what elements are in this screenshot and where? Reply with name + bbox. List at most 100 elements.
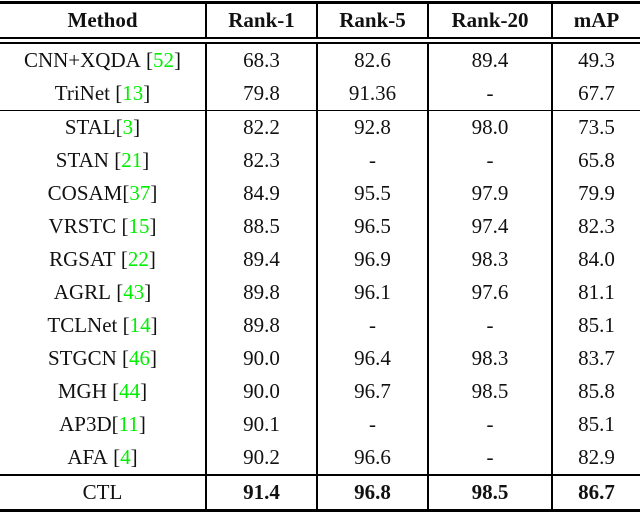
value-cell: 84.0 xyxy=(551,243,640,276)
citation-link[interactable]: 15 xyxy=(128,214,150,238)
value-cell: - xyxy=(427,441,552,475)
value-cell: 90.1 xyxy=(205,408,317,441)
citation-link[interactable]: 4 xyxy=(120,445,131,469)
value-cell: 96.6 xyxy=(316,441,428,475)
citation-close-bracket: ] xyxy=(174,48,182,72)
citation-close-bracket: ] xyxy=(140,379,148,403)
citation-close-bracket: ] xyxy=(150,346,158,370)
citation-open-bracket: [ xyxy=(115,81,123,105)
value-cell: 82.9 xyxy=(551,441,640,475)
table-row: STAL[3] 82.2 92.8 98.0 73.5 xyxy=(0,110,640,144)
table-row: AFA [4] 90.2 96.6-82.9 xyxy=(0,441,640,475)
col-header-rank5: Rank-5 xyxy=(316,2,428,41)
method-cell: RGSAT [22] xyxy=(49,247,156,271)
value-cell: 82.6 xyxy=(316,40,428,77)
method-cell: AFA [4] xyxy=(67,445,138,469)
citation-link[interactable]: 22 xyxy=(127,247,149,271)
value-cell: 79.9 xyxy=(551,177,640,210)
col-header-map: mAP xyxy=(551,2,640,41)
value-cell: 98.3 xyxy=(427,243,552,276)
citation-close-bracket: ] xyxy=(149,214,157,238)
method-cell: STAN [21] xyxy=(55,148,150,172)
value-cell: 96.5 xyxy=(316,210,428,243)
value-cell: 97.9 xyxy=(427,177,552,210)
value-cell: 98.5 xyxy=(427,375,552,408)
value-cell: 89.8 xyxy=(205,276,317,309)
method-cell: VRSTC [15] xyxy=(48,214,157,238)
citation-close-bracket: ] xyxy=(150,313,158,337)
value-cell: 85.1 xyxy=(551,309,640,342)
value-cell: - xyxy=(427,408,552,441)
citation-link[interactable]: 14 xyxy=(129,313,151,337)
citation-link[interactable]: 11 xyxy=(118,412,139,436)
citation-link[interactable]: 44 xyxy=(119,379,141,403)
value-cell: 97.6 xyxy=(427,276,552,309)
method-cell: CTL xyxy=(82,480,123,504)
citation-open-bracket: [ xyxy=(115,115,123,139)
value-cell: - xyxy=(316,144,428,177)
citation-close-bracket: ] xyxy=(148,247,156,271)
value-cell: - xyxy=(316,408,428,441)
citation-close-bracket: ] xyxy=(143,81,151,105)
value-cell: 90.2 xyxy=(205,441,317,475)
value-cell: 79.8 xyxy=(205,77,317,111)
citation-open-bracket: [ xyxy=(122,346,130,370)
col-header-rank1: Rank-1 xyxy=(205,2,317,41)
value-cell: 95.5 xyxy=(316,177,428,210)
value-cell: 85.8 xyxy=(551,375,640,408)
table-row: RGSAT [22] 89.4 96.9 98.3 84.0 xyxy=(0,243,640,276)
method-cell: STAL[3] xyxy=(64,115,141,139)
value-cell: 73.5 xyxy=(551,110,640,144)
citation-link[interactable]: 52 xyxy=(153,48,175,72)
value-cell: 85.1 xyxy=(551,408,640,441)
table-body: CNN+XQDA [52] 68.3 82.6 89.4 49.3 TriNet [13]… xyxy=(0,40,640,511)
citation-open-bracket: [ xyxy=(111,412,119,436)
citation-open-bracket: [ xyxy=(122,181,130,205)
method-cell: AP3D[11] xyxy=(59,412,146,436)
col-header-method: Method xyxy=(67,8,138,32)
citation-close-bracket: ] xyxy=(144,280,152,304)
table-row: STGCN [46] 90.0 96.4 98.3 83.7 xyxy=(0,342,640,375)
method-cell: AGRL [43] xyxy=(53,280,152,304)
value-cell: 67.7 xyxy=(551,77,640,111)
method-cell: TCLNet [14] xyxy=(47,313,158,337)
table-row: COSAM[37] 84.9 95.5 97.9 79.9 xyxy=(0,177,640,210)
method-cell: TriNet [13] xyxy=(54,81,151,105)
table-row: AGRL [43] 89.8 96.1 97.6 81.1 xyxy=(0,276,640,309)
table-row: AP3D[11] 90.1- -85.1 xyxy=(0,408,640,441)
method-cell: COSAM[37] xyxy=(47,181,158,205)
citation-link[interactable]: 21 xyxy=(121,148,143,172)
value-cell: 96.8 xyxy=(316,475,428,511)
value-cell: - xyxy=(427,144,552,177)
value-cell: 82.3 xyxy=(551,210,640,243)
value-cell: 83.7 xyxy=(551,342,640,375)
table-row: TCLNet [14] 89.8- -85.1 xyxy=(0,309,640,342)
method-cell: MGH [44] xyxy=(57,379,148,403)
citation-link[interactable]: 43 xyxy=(123,280,145,304)
value-cell: - xyxy=(427,309,552,342)
citation-link[interactable]: 46 xyxy=(129,346,151,370)
value-cell: 96.7 xyxy=(316,375,428,408)
citation-link[interactable]: 3 xyxy=(122,115,134,139)
value-cell: 49.3 xyxy=(551,40,640,77)
table-row: CTL 91.4 96.8 98.5 86.7 xyxy=(0,475,640,511)
citation-open-bracket: [ xyxy=(122,313,130,337)
table-row: TriNet [13] 79.8 91.36-67.7 xyxy=(0,77,640,111)
value-cell: 90.0 xyxy=(205,375,317,408)
value-cell: - xyxy=(316,309,428,342)
value-cell: 91.4 xyxy=(205,475,317,511)
citation-open-bracket: [ xyxy=(112,379,120,403)
citation-link[interactable]: 37 xyxy=(129,181,151,205)
value-cell: 81.1 xyxy=(551,276,640,309)
value-cell: 98.0 xyxy=(427,110,552,144)
citation-open-bracket: [ xyxy=(116,280,124,304)
citation-open-bracket: [ xyxy=(120,247,128,271)
table-row: CNN+XQDA [52] 68.3 82.6 89.4 49.3 xyxy=(0,40,640,77)
citation-link[interactable]: 13 xyxy=(122,81,144,105)
value-cell: 86.7 xyxy=(551,475,640,511)
value-cell: - xyxy=(427,77,552,111)
method-cell: STGCN [46] xyxy=(47,346,158,370)
value-cell: 98.5 xyxy=(427,475,552,511)
citation-open-bracket: [ xyxy=(113,445,121,469)
